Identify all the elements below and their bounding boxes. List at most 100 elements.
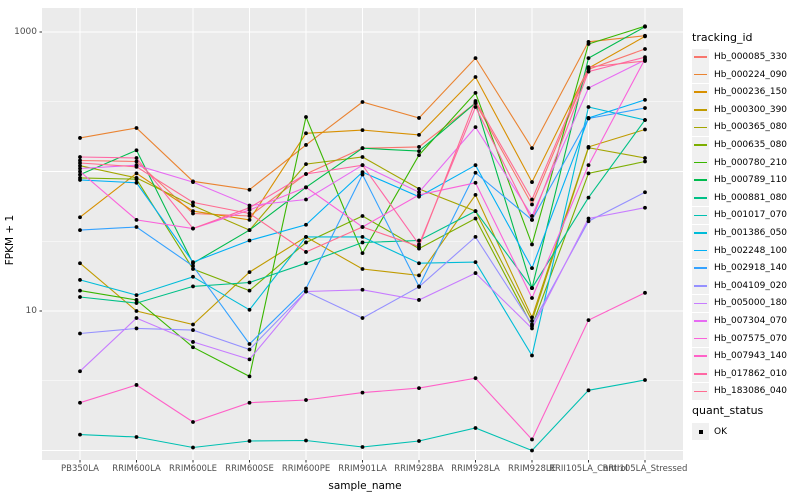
data-point (304, 162, 308, 166)
data-point (643, 156, 647, 160)
data-point (134, 171, 139, 176)
data-point (134, 164, 139, 169)
legend-item-Hb_005000_180: Hb_005000_180 (692, 294, 787, 312)
data-point (530, 315, 534, 320)
data-point (417, 439, 421, 443)
legend-item-Hb_007575_070: Hb_007575_070 (692, 330, 787, 348)
data-point (134, 298, 139, 302)
data-point (473, 209, 478, 214)
data-point (417, 132, 421, 137)
quant-status-key (692, 423, 709, 440)
line-swatch-icon (694, 267, 707, 269)
data-point (191, 226, 195, 231)
data-point (473, 99, 478, 103)
data-point (247, 228, 252, 233)
x-tick-label: PB350LA (61, 464, 99, 474)
legend-item-label: Hb_000365_080 (714, 122, 788, 133)
line-swatch-icon (694, 320, 707, 322)
legend-item-label: Hb_000224_090 (714, 69, 788, 80)
data-point (304, 172, 308, 176)
x-axis-title: sample_name (328, 480, 402, 492)
data-point (473, 426, 478, 430)
data-point (417, 244, 421, 249)
data-point (360, 225, 365, 229)
data-point (473, 163, 478, 168)
data-point (360, 267, 365, 271)
data-point (473, 180, 478, 185)
legend-key (692, 294, 709, 312)
data-point (191, 328, 195, 332)
data-point (417, 273, 421, 278)
data-point (247, 238, 252, 243)
data-point (586, 388, 591, 393)
data-point (191, 264, 195, 268)
data-point (134, 126, 139, 130)
data-point (417, 386, 421, 391)
data-point (473, 216, 478, 221)
line-swatch-icon (694, 56, 707, 58)
line-swatch-icon (694, 161, 707, 164)
data-point (191, 445, 195, 450)
legend-item-Hb_000300_390: Hb_000300_390 (692, 101, 788, 119)
data-point (191, 203, 195, 208)
data-point (191, 209, 195, 214)
data-point (417, 298, 421, 302)
legend-key (692, 189, 709, 207)
data-point (586, 42, 591, 46)
line-swatch-icon (694, 302, 707, 305)
data-point (247, 400, 252, 405)
legend-item-label: Hb_007304_070 (714, 316, 788, 326)
data-point (360, 316, 365, 320)
legend-item-Hb_000780_210: Hb_000780_210 (692, 154, 788, 172)
x-tick-label: RRIM600LA (112, 464, 161, 474)
data-point (530, 197, 534, 202)
legend-item-label: Hb_000300_390 (714, 104, 788, 115)
data-point (191, 420, 195, 424)
legend-item-Hb_002918_140: Hb_002918_140 (692, 259, 787, 277)
data-point (530, 242, 534, 247)
data-point (643, 98, 647, 102)
data-point (247, 342, 252, 346)
legend-item-Hb_004109_020: Hb_004109_020 (692, 277, 787, 295)
data-point (134, 159, 139, 164)
data-point (586, 116, 591, 121)
data-point (304, 250, 308, 254)
data-point (304, 234, 308, 239)
legend-item-Hb_017862_010: Hb_017862_010 (692, 365, 787, 383)
data-point (417, 238, 421, 243)
data-point (586, 171, 591, 176)
data-point (643, 55, 647, 60)
data-point (78, 288, 82, 293)
data-point (191, 274, 195, 279)
legend-item-label: Hb_000780_210 (714, 157, 788, 168)
data-point (134, 293, 139, 298)
legend-item-Hb_001017_070: Hb_001017_070 (692, 206, 787, 224)
x-tick-label: RRIM928LA (451, 464, 500, 474)
legend-key (692, 347, 709, 365)
data-point (417, 261, 421, 266)
data-point (78, 166, 82, 171)
data-point (586, 105, 591, 109)
data-point (78, 228, 82, 233)
data-point (134, 217, 139, 222)
data-point (643, 378, 647, 382)
data-point (586, 86, 591, 90)
data-point (78, 432, 82, 437)
data-point (643, 34, 647, 39)
legend-title-tracking-id: tracking_id (692, 31, 753, 44)
data-point (247, 217, 252, 222)
data-point (586, 219, 591, 224)
data-point (530, 202, 534, 207)
data-point (417, 284, 421, 289)
data-point (247, 357, 252, 362)
x-tick-label: RRIM600LE (169, 464, 217, 474)
data-point (473, 376, 478, 381)
data-point (304, 438, 308, 443)
data-point (360, 251, 365, 256)
legend-key (692, 277, 709, 295)
data-point (78, 278, 82, 282)
data-point (473, 105, 478, 109)
data-point (530, 353, 534, 358)
data-point (304, 398, 308, 402)
